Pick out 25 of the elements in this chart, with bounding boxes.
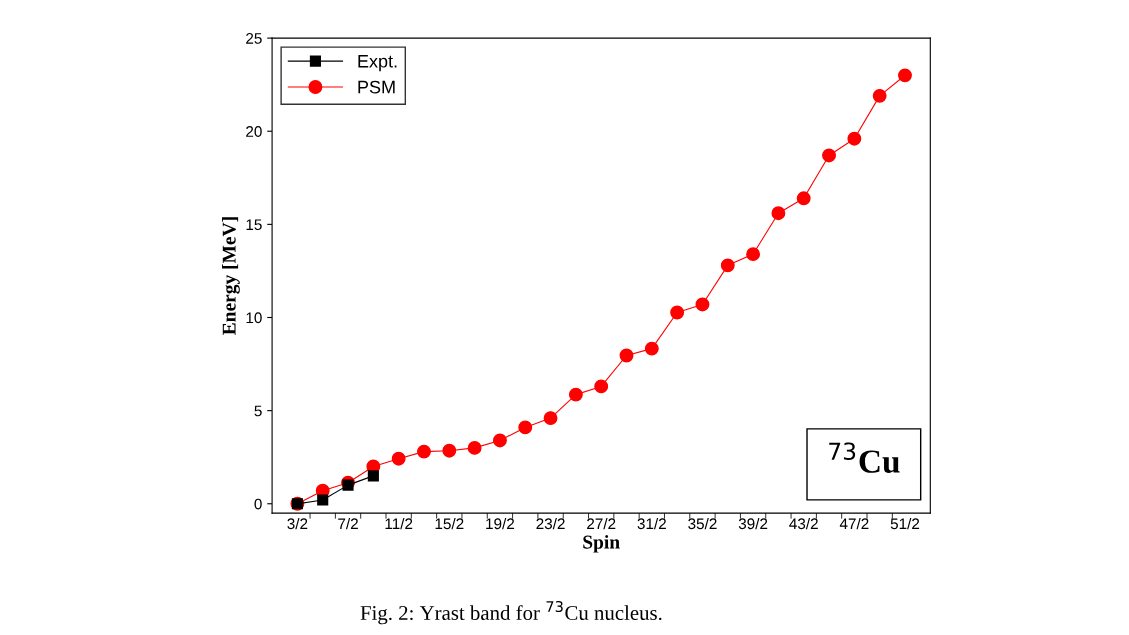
x-tick-label: 19/2 xyxy=(486,517,515,530)
legend-label: Expt. xyxy=(358,55,397,72)
y-tick-label: 25 xyxy=(246,32,262,44)
x-tick-label: 35/2 xyxy=(688,517,717,530)
x-tick-label: 7/2 xyxy=(338,517,358,530)
y-tick-label: 0 xyxy=(254,498,262,510)
x-tick-label: 39/2 xyxy=(738,517,768,530)
y-tick-label: 10 xyxy=(246,312,262,324)
y-tick-label: 15 xyxy=(246,219,262,231)
x-tick-label: 51/2 xyxy=(890,517,920,530)
x-tick-label: 11/2 xyxy=(385,517,413,530)
caption: Fig. 2: Yrast band for $^{73}$Cu nucleus. xyxy=(360,601,662,625)
y-axis-title: Energy [MeV] xyxy=(222,217,240,335)
y-tick-label: 20 xyxy=(246,126,262,137)
y-tick-label: 5 xyxy=(254,405,262,417)
x-tick-label: 31/2 xyxy=(637,517,666,530)
x-tick-label: 47/2 xyxy=(839,517,869,530)
annotation: $^{73}$Cu xyxy=(829,442,900,473)
x-tick-label: 3/2 xyxy=(287,517,308,530)
legend-label: PSM xyxy=(358,80,395,94)
x-tick-label: 43/2 xyxy=(789,517,818,530)
x-axis-title: Spin xyxy=(583,534,620,553)
x-tick-label: 15/2 xyxy=(435,517,464,530)
x-tick-label: 23/2 xyxy=(536,517,565,530)
x-tick-label: 27/2 xyxy=(587,517,616,530)
